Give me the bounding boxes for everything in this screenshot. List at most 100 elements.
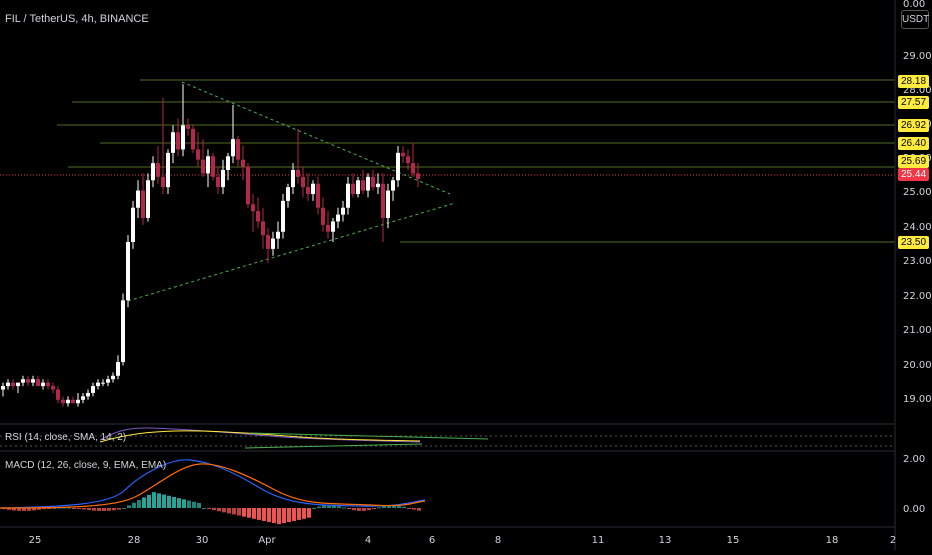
candle-body xyxy=(186,125,190,129)
macd-histogram-bar xyxy=(167,495,171,508)
candle-body xyxy=(56,389,60,400)
macd-histogram-bar xyxy=(137,500,141,508)
macd-histogram-bar xyxy=(267,508,271,523)
candle-body xyxy=(236,139,240,160)
candle-body xyxy=(391,180,395,191)
candle-body xyxy=(106,379,110,383)
time-tick-label: 6 xyxy=(429,535,435,546)
macd-histogram-bar xyxy=(257,508,261,520)
time-tick-label: 30 xyxy=(196,535,209,546)
candle-body xyxy=(11,382,15,387)
time-tick-label: 25 xyxy=(29,535,42,546)
currency-button[interactable]: USDT xyxy=(901,10,929,29)
macd-histogram-bar xyxy=(337,506,341,508)
macd-histogram-bar xyxy=(127,505,131,508)
candle-body xyxy=(131,207,135,243)
macd-histogram-bar xyxy=(22,508,26,511)
candle-body xyxy=(256,211,260,222)
candle-body xyxy=(356,180,360,194)
macd-histogram-bar xyxy=(17,508,21,511)
time-tick-label: Apr xyxy=(258,535,276,546)
macd-histogram-bar xyxy=(2,508,6,510)
macd-histogram-bar xyxy=(392,505,396,508)
macd-pane xyxy=(0,459,426,525)
candle-body xyxy=(81,396,85,400)
macd-histogram-bar xyxy=(82,508,86,510)
candle-body xyxy=(246,166,250,205)
macd-histogram-bar xyxy=(102,508,106,511)
candle-body xyxy=(171,132,175,153)
candle-body xyxy=(346,183,350,208)
candle-body xyxy=(296,169,300,177)
macd-histogram-bar xyxy=(87,508,91,511)
macd-histogram-bar xyxy=(52,507,56,509)
macd-histogram-bar xyxy=(332,505,336,508)
signal-line xyxy=(0,463,426,509)
macd-histogram-bar xyxy=(197,502,201,508)
macd-histogram-bar xyxy=(132,502,136,508)
macd-tick-label: 2.00 xyxy=(903,454,925,465)
macd-histogram-bar xyxy=(312,508,316,509)
price-label-badge: 26.40 xyxy=(898,137,929,150)
candle-body xyxy=(36,379,40,387)
candle-body xyxy=(126,242,130,301)
candle-body xyxy=(61,399,65,404)
macd-histogram-bar xyxy=(252,508,256,519)
price-tick-label: 24.00 xyxy=(903,222,932,233)
candle-body xyxy=(376,183,380,188)
macd-histogram-bar xyxy=(117,508,121,510)
macd-histogram-bar xyxy=(222,508,226,513)
candle-body xyxy=(71,399,75,404)
macd-histogram-bar xyxy=(12,508,16,511)
macd-histogram-bar xyxy=(157,493,161,508)
macd-histogram-bar xyxy=(327,505,331,508)
rsi-trend-line xyxy=(249,432,489,440)
macd-histogram-bar xyxy=(272,508,276,524)
macd-histogram-bar xyxy=(162,494,166,508)
candle-body xyxy=(366,176,370,191)
candle-body xyxy=(326,224,330,232)
candle-body xyxy=(16,382,20,387)
price-tick-label: 20.00 xyxy=(903,360,932,371)
macd-tick-label: 0.00 xyxy=(903,504,925,515)
candle-body xyxy=(311,183,315,194)
candle-body xyxy=(266,235,270,249)
macd-histogram-bar xyxy=(372,508,376,509)
candle-body xyxy=(406,156,410,164)
macd-histogram-bar xyxy=(67,507,71,509)
candle-body xyxy=(221,169,225,188)
candle-body xyxy=(196,149,200,160)
rsi-pane xyxy=(0,427,895,449)
symbol-title[interactable]: FIL / TetherUS, 4h, BINANCE xyxy=(5,13,149,25)
rsi-trend-line xyxy=(244,443,423,449)
candle-body xyxy=(241,159,245,167)
price-tick-label: 23.00 xyxy=(903,256,932,267)
macd-histogram-bar xyxy=(322,505,326,508)
candle-body xyxy=(151,163,155,181)
candle-body xyxy=(386,190,390,219)
time-tick-label: 8 xyxy=(495,535,501,546)
candle-body xyxy=(166,152,170,188)
time-tick-label: 28 xyxy=(128,535,141,546)
candle-body xyxy=(146,180,150,219)
price-tick-label: 28.00 xyxy=(903,85,932,96)
candle-body xyxy=(271,238,275,249)
macd-histogram-bar xyxy=(37,508,41,510)
macd-histogram-bar xyxy=(7,508,11,510)
candle-body xyxy=(286,187,290,201)
candle-body xyxy=(291,169,295,188)
candle-body xyxy=(351,183,355,194)
time-tick-label: 2 xyxy=(890,535,896,546)
macd-indicator-label[interactable]: MACD (12, 26, close, 9, EMA, EMA) xyxy=(5,460,167,471)
candle-body xyxy=(51,386,55,390)
macd-histogram-bar xyxy=(417,508,421,511)
time-axis: 25 28 30 Apr 4 6 8 11 13 15 18 2 xyxy=(29,535,897,546)
candle-body xyxy=(261,221,265,236)
candle-body xyxy=(331,221,335,232)
macd-histogram-bar xyxy=(122,508,126,509)
rsi-indicator-label[interactable]: RSI (14, close, SMA, 14, 2) xyxy=(5,432,127,443)
macd-histogram-bar xyxy=(187,500,191,508)
macd-histogram-bar xyxy=(92,508,96,511)
